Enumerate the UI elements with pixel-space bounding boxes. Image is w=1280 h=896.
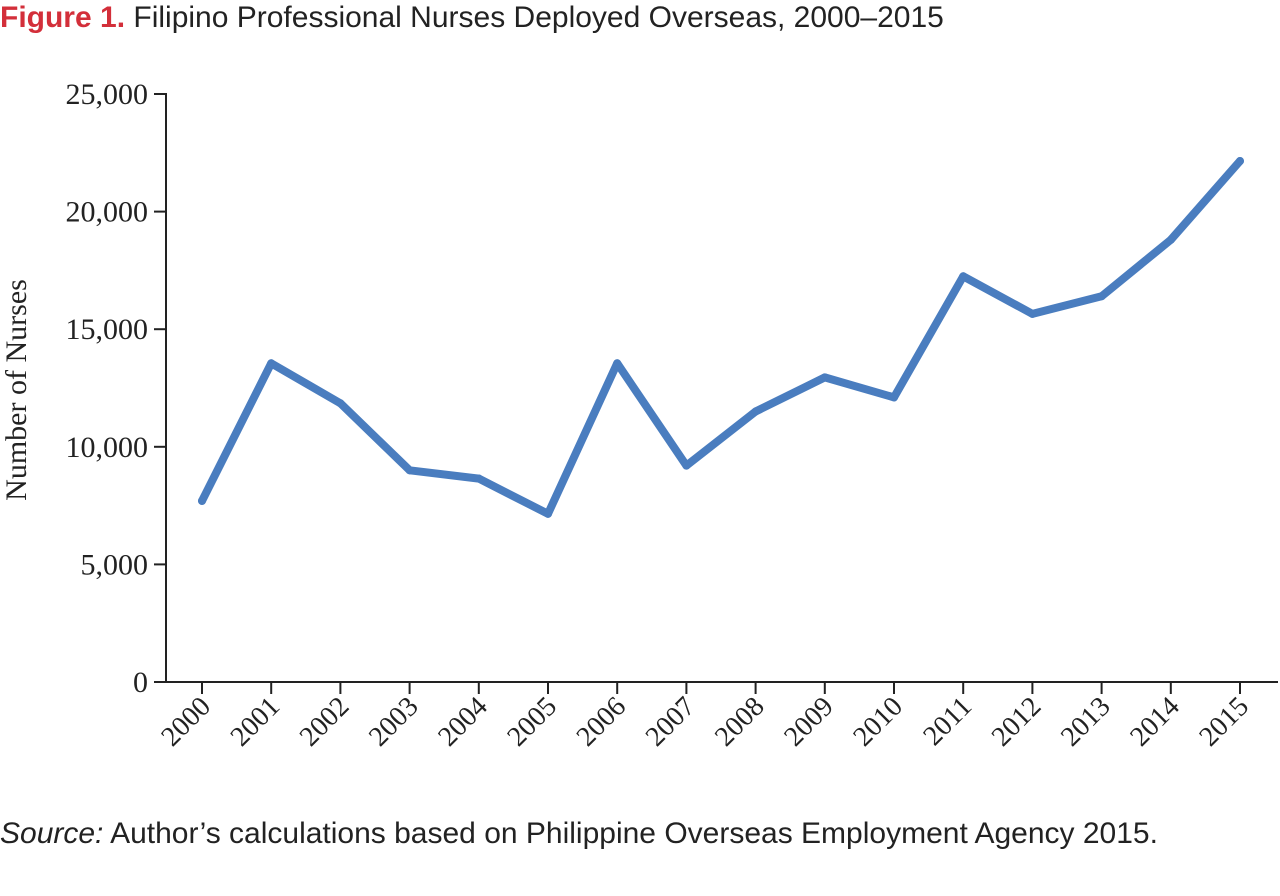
figure-label: Figure 1. [0,1,126,34]
data-point [820,373,829,382]
x-tick-label: 2009 [778,691,840,753]
data-point [336,399,345,408]
x-tick-label: 2002 [294,691,356,753]
x-tick-label: 2014 [1124,691,1186,753]
data-point [1166,235,1175,244]
y-tick-label: 5,000 [81,548,149,581]
figure-title-text: Filipino Professional Nurses Deployed Ov… [133,1,944,34]
y-axis-ticks: 0 5,000 10,000 15,000 20,000 25,000 [66,78,166,699]
source-label: Source: [0,817,104,850]
data-point [474,474,483,483]
x-tick-label: 2010 [847,691,909,753]
data-point [544,509,552,518]
x-tick-label: 2011 [917,691,978,752]
y-tick-label: 0 [133,666,148,699]
y-tick-label: 20,000 [66,196,149,229]
y-tick-label: 25,000 [66,78,149,111]
data-point [890,393,898,402]
series-line [198,157,1244,518]
x-tick-label: 2012 [986,691,1048,753]
x-tick-label: 2003 [363,691,425,753]
data-point [1097,292,1106,301]
data-point [405,466,414,475]
x-tick-label: 2007 [640,691,702,753]
x-tick-label: 2015 [1193,691,1255,753]
data-point [267,359,276,368]
y-tick-label: 10,000 [66,431,149,464]
chart-series [198,157,1244,518]
source-note: Source: Author’s calculations based on P… [0,812,1280,856]
figure-title: Figure 1. Filipino Professional Nurses D… [0,0,944,36]
data-point [613,359,622,368]
x-tick-label: 2008 [709,691,771,753]
y-axis-label: Number of Nurses [0,279,33,501]
x-tick-label: 2004 [432,691,494,753]
data-point [1028,309,1037,318]
data-point [1236,157,1244,166]
x-tick-label: 2001 [225,691,287,753]
x-tick-label: 2006 [571,691,633,753]
y-tick-label: 15,000 [66,313,149,346]
data-point [959,272,968,281]
data-point [198,496,206,505]
x-axis-ticks: 2000 2001 2002 2003 2004 2005 2006 2007 2008 2009… [155,682,1255,753]
data-point [682,461,691,470]
chart-axes [165,93,1278,683]
x-tick-label: 2005 [501,691,563,753]
source-text: Author’s calculations based on Philippin… [110,817,1158,850]
x-tick-label: 2013 [1055,691,1117,753]
x-tick-label: 2000 [155,691,217,753]
data-point [751,407,760,416]
